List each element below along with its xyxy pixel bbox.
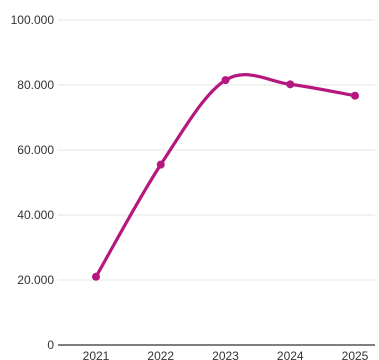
data-point (156, 160, 165, 169)
x-tick-label: 2021 (83, 349, 110, 360)
data-point (221, 76, 230, 85)
data-point (286, 80, 295, 89)
y-tick-label: 80.000 (17, 78, 54, 92)
y-tick-label: 100.000 (11, 13, 55, 27)
series-layer (92, 73, 359, 281)
x-tick-label: 2025 (342, 349, 369, 360)
x-tick-label: 2024 (277, 349, 304, 360)
grid-layer (58, 19, 375, 281)
y-tick-label: 0 (47, 338, 54, 352)
label-layer: 0 20.000 40.000 60.000 80.000 100.000 2021 2022… (11, 13, 369, 360)
y-tick-label: 60.000 (17, 143, 54, 157)
data-point (92, 272, 100, 281)
y-tick-label: 40.000 (17, 208, 54, 222)
data-point (351, 91, 359, 100)
series-line (94, 73, 357, 279)
x-tick-label: 2023 (212, 349, 239, 360)
y-tick-label: 20.000 (17, 273, 54, 287)
x-tick-label: 2022 (147, 349, 174, 360)
